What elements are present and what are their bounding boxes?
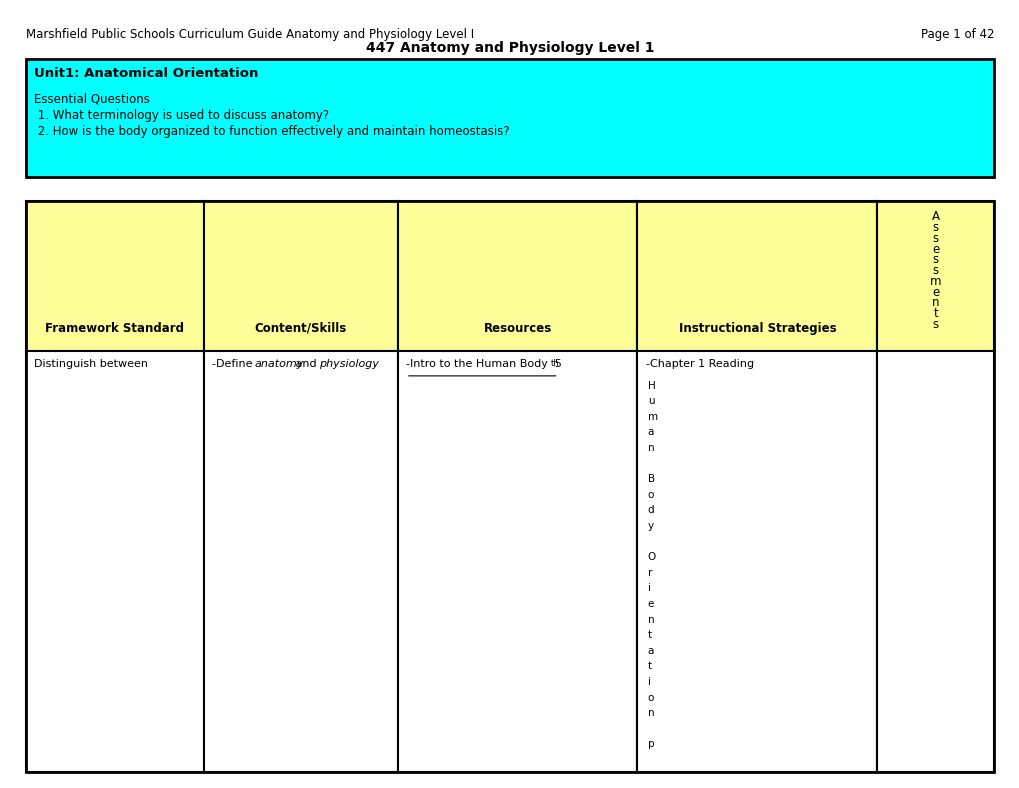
Text: s: s bbox=[931, 318, 938, 331]
Text: n: n bbox=[931, 296, 938, 310]
Text: Distinguish between: Distinguish between bbox=[34, 359, 148, 369]
Text: physiology: physiology bbox=[319, 359, 379, 369]
Text: 2. How is the body organized to function effectively and maintain homeostasis?: 2. How is the body organized to function… bbox=[34, 125, 508, 138]
Text: e: e bbox=[931, 243, 938, 255]
Text: o: o bbox=[647, 490, 653, 500]
FancyBboxPatch shape bbox=[204, 201, 397, 351]
Text: t: t bbox=[932, 307, 937, 320]
Text: i: i bbox=[647, 677, 650, 687]
Text: Essential Questions: Essential Questions bbox=[34, 92, 150, 105]
Text: s: s bbox=[931, 254, 938, 266]
Text: Instructional Strategies: Instructional Strategies bbox=[678, 322, 836, 335]
Text: t: t bbox=[647, 630, 651, 640]
Text: o: o bbox=[647, 693, 653, 703]
Text: t: t bbox=[647, 661, 651, 671]
Text: Unit1: Anatomical Orientation: Unit1: Anatomical Orientation bbox=[34, 67, 258, 80]
Text: Page 1 of 42: Page 1 of 42 bbox=[920, 28, 994, 40]
Text: a: a bbox=[647, 645, 653, 656]
Text: O: O bbox=[647, 552, 655, 562]
Text: m: m bbox=[929, 275, 941, 288]
FancyBboxPatch shape bbox=[397, 201, 637, 351]
Text: n: n bbox=[647, 615, 653, 625]
Text: e: e bbox=[647, 599, 653, 609]
Text: anatomy: anatomy bbox=[255, 359, 304, 369]
Text: Content/Skills: Content/Skills bbox=[255, 322, 346, 335]
Text: y: y bbox=[647, 521, 653, 531]
FancyBboxPatch shape bbox=[637, 201, 876, 351]
Text: n: n bbox=[647, 708, 653, 718]
Text: -Chapter 1 Reading: -Chapter 1 Reading bbox=[645, 359, 753, 369]
Text: d: d bbox=[647, 505, 653, 515]
Text: e: e bbox=[931, 285, 938, 299]
Text: 447 Anatomy and Physiology Level 1: 447 Anatomy and Physiology Level 1 bbox=[366, 41, 653, 55]
Text: n: n bbox=[647, 443, 653, 453]
Text: a: a bbox=[647, 427, 653, 437]
Text: Framework Standard: Framework Standard bbox=[45, 322, 184, 335]
FancyBboxPatch shape bbox=[876, 351, 994, 772]
Text: Resources: Resources bbox=[483, 322, 551, 335]
FancyBboxPatch shape bbox=[25, 59, 994, 177]
Text: p: p bbox=[647, 739, 653, 749]
Text: H: H bbox=[647, 381, 655, 391]
FancyBboxPatch shape bbox=[25, 201, 204, 351]
Text: -Define: -Define bbox=[212, 359, 256, 369]
FancyBboxPatch shape bbox=[25, 351, 204, 772]
Text: -Intro to the Human Body  5: -Intro to the Human Body 5 bbox=[406, 359, 561, 369]
FancyBboxPatch shape bbox=[876, 201, 994, 351]
Text: A: A bbox=[931, 210, 938, 223]
FancyBboxPatch shape bbox=[637, 351, 876, 772]
Text: r: r bbox=[647, 567, 651, 578]
Text: th: th bbox=[550, 359, 558, 367]
Text: .: . bbox=[373, 359, 376, 369]
FancyBboxPatch shape bbox=[204, 351, 397, 772]
Text: s: s bbox=[931, 232, 938, 245]
Text: B: B bbox=[647, 474, 654, 484]
Text: s: s bbox=[931, 221, 938, 234]
Text: Marshfield Public Schools Curriculum Guide Anatomy and Physiology Level I: Marshfield Public Schools Curriculum Gui… bbox=[25, 28, 473, 40]
Text: and: and bbox=[292, 359, 320, 369]
Text: s: s bbox=[931, 264, 938, 277]
Text: 1. What terminology is used to discuss anatomy?: 1. What terminology is used to discuss a… bbox=[34, 109, 328, 121]
FancyBboxPatch shape bbox=[397, 351, 637, 772]
Text: i: i bbox=[647, 583, 650, 593]
Text: u: u bbox=[647, 396, 653, 406]
Text: m: m bbox=[647, 412, 657, 422]
